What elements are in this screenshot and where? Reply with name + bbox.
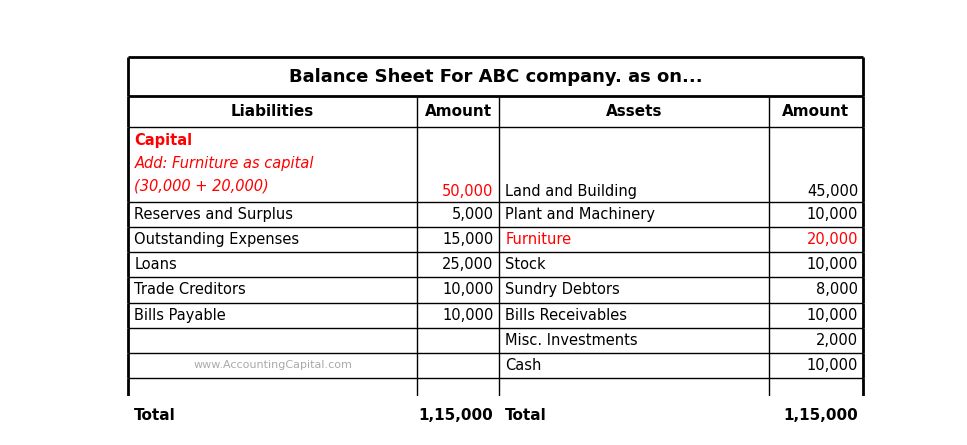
Text: 45,000: 45,000: [807, 184, 859, 198]
Text: Cash: Cash: [506, 357, 542, 372]
Text: Reserves and Surplus: Reserves and Surplus: [134, 207, 293, 222]
Text: (30,000 + 20,000): (30,000 + 20,000): [134, 179, 269, 194]
Text: Liabilities: Liabilities: [231, 104, 314, 119]
Text: Total: Total: [506, 408, 547, 423]
Text: Trade Creditors: Trade Creditors: [134, 283, 247, 298]
Text: 10,000: 10,000: [442, 283, 493, 298]
Text: 10,000: 10,000: [806, 258, 859, 272]
Text: 10,000: 10,000: [442, 307, 493, 323]
Text: 5,000: 5,000: [452, 207, 493, 222]
Text: Amount: Amount: [425, 104, 491, 119]
Text: 1,15,000: 1,15,000: [783, 408, 859, 423]
Text: Total: Total: [134, 408, 176, 423]
Text: Furniture: Furniture: [506, 232, 571, 247]
Text: Assets: Assets: [606, 104, 662, 119]
Text: Bills Receivables: Bills Receivables: [506, 307, 628, 323]
Text: 10,000: 10,000: [806, 357, 859, 372]
Text: 1,15,000: 1,15,000: [419, 408, 493, 423]
Text: 50,000: 50,000: [442, 184, 493, 198]
Text: Capital: Capital: [134, 133, 192, 148]
Text: Loans: Loans: [134, 258, 177, 272]
Text: Balance Sheet For ABC company. as on...: Balance Sheet For ABC company. as on...: [289, 68, 702, 85]
Text: Land and Building: Land and Building: [506, 184, 637, 198]
Text: 20,000: 20,000: [806, 232, 859, 247]
Text: 10,000: 10,000: [806, 207, 859, 222]
Text: 10,000: 10,000: [806, 307, 859, 323]
Text: Plant and Machinery: Plant and Machinery: [506, 207, 656, 222]
Text: Add: Furniture as capital: Add: Furniture as capital: [134, 156, 314, 171]
Text: www.AccountingCapital.com: www.AccountingCapital.com: [193, 360, 352, 370]
Text: Stock: Stock: [506, 258, 546, 272]
Text: 25,000: 25,000: [442, 258, 493, 272]
Text: Sundry Debtors: Sundry Debtors: [506, 283, 620, 298]
Text: 15,000: 15,000: [442, 232, 493, 247]
Text: 2,000: 2,000: [816, 332, 859, 348]
Text: Amount: Amount: [782, 104, 850, 119]
Text: Misc. Investments: Misc. Investments: [506, 332, 638, 348]
Text: Bills Payable: Bills Payable: [134, 307, 226, 323]
Text: 8,000: 8,000: [816, 283, 859, 298]
Text: Outstanding Expenses: Outstanding Expenses: [134, 232, 300, 247]
